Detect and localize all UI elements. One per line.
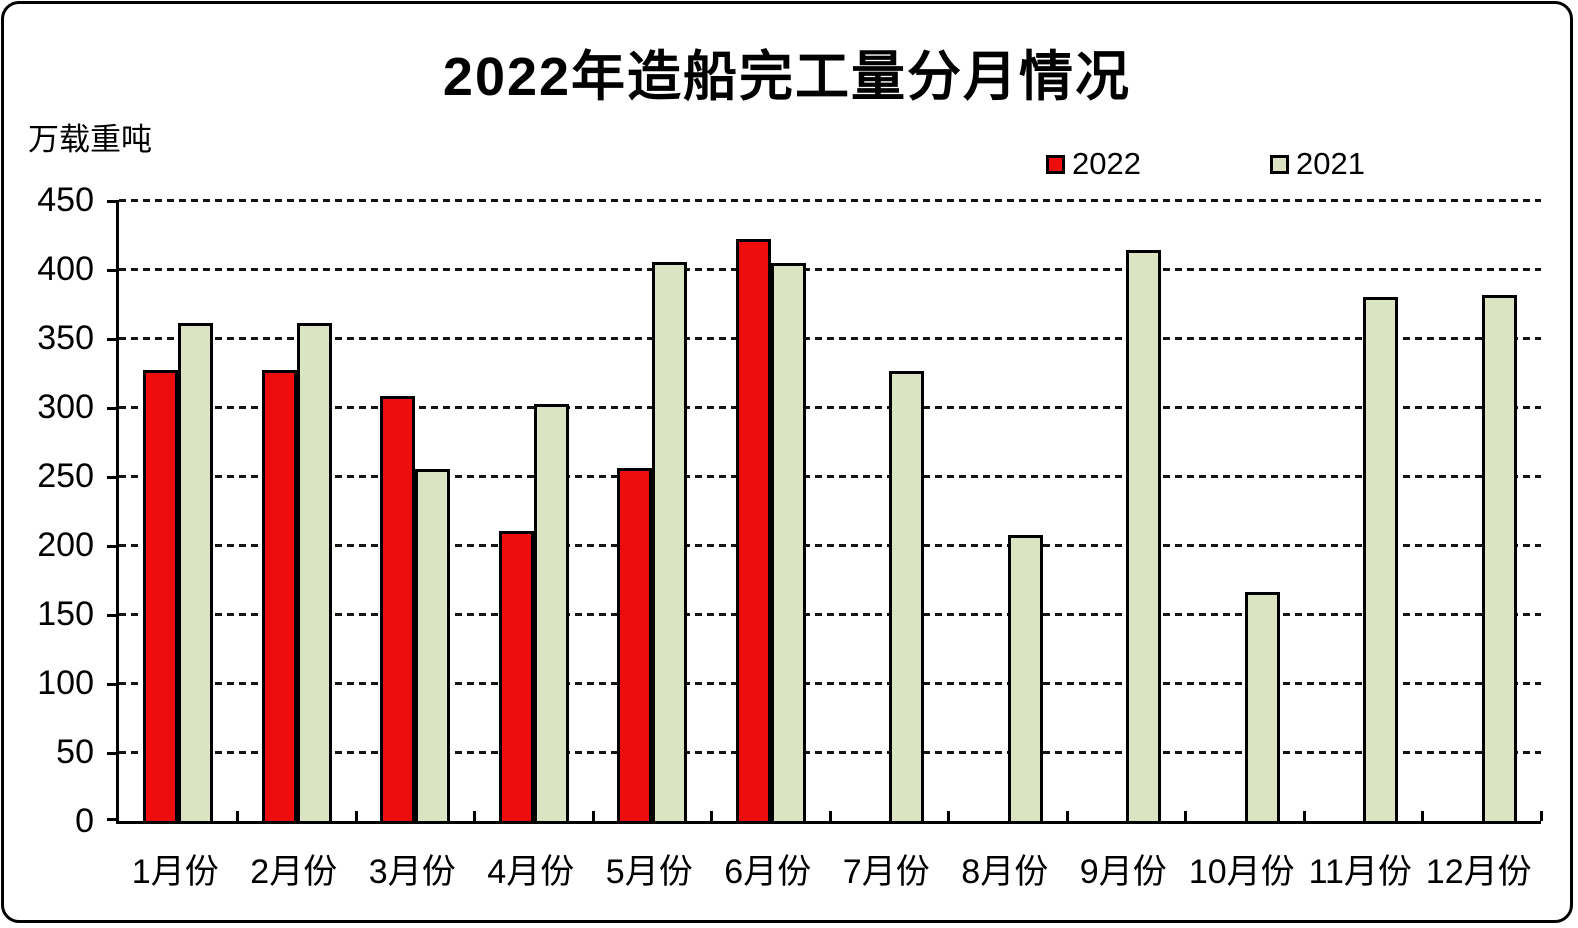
y-axis-label-250: 250 <box>37 457 94 495</box>
bar-2022-4月份 <box>498 531 534 821</box>
x-axis-label-5月份: 5月份 <box>605 853 693 891</box>
y-axis-tick-300 <box>107 407 117 410</box>
y-axis-tick-50 <box>107 752 117 755</box>
legend-swatch-2022-icon <box>1046 154 1065 174</box>
y-axis-label-150: 150 <box>37 595 94 633</box>
x-axis-tick-9 <box>1184 811 1187 821</box>
x-axis-tick-3 <box>473 811 476 821</box>
bar-2021-7月份 <box>889 371 925 821</box>
x-axis-label-7月份: 7月份 <box>842 853 930 891</box>
x-axis-tick-5 <box>710 811 713 821</box>
x-axis-tick-8 <box>1065 811 1069 821</box>
bar-2021-8月份 <box>1007 535 1043 821</box>
bar-2022-6月份 <box>735 238 771 821</box>
legend-label-2021: 2021 <box>1296 146 1365 181</box>
y-axis-unit-label: 万载重吨 <box>28 122 152 157</box>
y-axis-label-350: 350 <box>37 319 94 357</box>
gridline-450 <box>119 199 1541 202</box>
x-axis-label-4月份: 4月份 <box>487 853 575 891</box>
gridline-200 <box>119 544 1541 547</box>
x-axis-label-9月份: 9月份 <box>1079 853 1167 891</box>
bar-2021-1月份 <box>178 322 214 821</box>
x-axis-tick-6 <box>828 811 832 821</box>
y-axis-label-200: 200 <box>37 526 94 564</box>
chart-title: 2022年造船完工量分月情况 <box>442 47 1132 107</box>
y-axis-tick-0 <box>107 818 117 821</box>
y-axis-tick-350 <box>107 338 117 341</box>
bar-2022-5月份 <box>617 467 653 821</box>
bar-2022-1月份 <box>143 369 179 821</box>
legend-item-2022: 2022 <box>1046 146 1141 182</box>
bar-2021-11月份 <box>1363 296 1399 821</box>
x-axis-tick-2 <box>354 811 358 821</box>
y-axis-tick-150 <box>107 614 117 617</box>
x-axis-label-12月份: 12月份 <box>1425 853 1532 891</box>
gridline-50 <box>119 751 1541 754</box>
gridline-300 <box>119 406 1541 409</box>
y-axis-label-400: 400 <box>37 250 94 288</box>
bar-2021-9月份 <box>1126 249 1162 821</box>
legend-item-2021: 2021 <box>1270 146 1365 182</box>
x-axis-label-11月份: 11月份 <box>1308 853 1412 891</box>
x-axis-tick-12 <box>1539 811 1543 821</box>
x-axis-label-6月份: 6月份 <box>724 853 812 891</box>
gridline-400 <box>119 268 1541 271</box>
y-axis-tick-400 <box>107 269 117 272</box>
x-axis-label-3月份: 3月份 <box>368 853 456 891</box>
bar-2021-4月份 <box>533 404 569 821</box>
gridline-250 <box>119 475 1541 478</box>
y-axis-label-50: 50 <box>56 733 94 771</box>
y-axis-label-0: 0 <box>75 802 94 840</box>
y-axis-tick-100 <box>107 683 117 686</box>
x-axis-tick-4 <box>591 811 595 821</box>
bar-2021-10月份 <box>1244 591 1280 821</box>
x-axis-tick-7 <box>947 811 950 821</box>
x-axis-tick-10 <box>1302 811 1306 821</box>
gridline-350 <box>119 337 1541 340</box>
y-axis-tick-200 <box>107 545 117 548</box>
bar-2021-12月份 <box>1481 295 1517 821</box>
plot-area <box>107 199 1543 824</box>
gridline-100 <box>119 682 1541 685</box>
y-axis-label-100: 100 <box>37 664 94 702</box>
bar-2022-3月份 <box>380 395 416 821</box>
y-axis-tick-250 <box>107 476 117 479</box>
bar-2021-3月份 <box>415 469 451 821</box>
bar-2021-5月份 <box>652 262 688 821</box>
x-axis-label-1月份: 1月份 <box>131 853 219 891</box>
y-axis-label-300: 300 <box>37 388 94 426</box>
gridline-150 <box>119 613 1541 616</box>
bar-2021-6月份 <box>770 263 806 821</box>
legend-swatch-2021-icon <box>1270 154 1289 174</box>
y-axis-label-450: 450 <box>37 181 94 219</box>
bar-2022-2月份 <box>261 369 297 821</box>
y-axis-tick-450 <box>107 200 117 203</box>
x-axis-tick-1 <box>236 811 239 821</box>
x-axis-label-2月份: 2月份 <box>250 853 338 891</box>
x-axis-label-8月份: 8月份 <box>961 853 1049 891</box>
x-axis-tick-11 <box>1421 811 1424 821</box>
x-axis-label-10月份: 10月份 <box>1188 853 1295 891</box>
legend-label-2022: 2022 <box>1072 146 1141 181</box>
bar-2021-2月份 <box>296 322 332 821</box>
